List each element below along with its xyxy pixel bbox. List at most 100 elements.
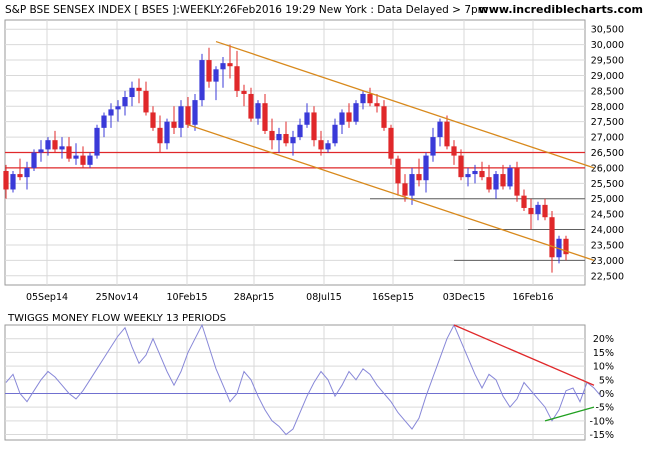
y-tick-labels: 30,500 30,000 29,500 29,000 28,500 28,000 27,5… (591, 25, 624, 283)
price-y-tick-label: 29,500 (591, 56, 624, 67)
candle-body (262, 103, 268, 131)
candle-body (479, 170, 485, 178)
money-flow-series (5, 323, 602, 436)
x-tick-label: 16Sep15 (372, 292, 414, 303)
lower-trendline (187, 124, 595, 261)
candle-body (45, 140, 51, 150)
candle-body (31, 152, 37, 168)
candle-body (241, 90, 247, 94)
upper-trendline (215, 40, 595, 169)
candle-body (304, 112, 310, 125)
indicator-y-tick-label: -15% (589, 430, 614, 441)
x-tick-labels: 05Sep14 25Nov14 10Feb15 28Apr15 08Jul15 16Sep… (26, 292, 554, 303)
candle-body (171, 121, 177, 128)
candle-body (227, 63, 233, 67)
x-tick-label: 05Sep14 (26, 292, 68, 303)
candle-body (290, 137, 296, 144)
candle-body (101, 115, 107, 128)
candle-body (332, 124, 338, 144)
candle-body (73, 155, 79, 159)
candle-body (136, 87, 142, 91)
candle-body (346, 112, 352, 122)
candle-body (374, 103, 380, 107)
site-link[interactable]: www.incrediblecharts.com (479, 3, 643, 16)
indicator-y-tick-label: 5% (599, 375, 614, 386)
trendlines (187, 40, 595, 261)
candle-body (269, 130, 275, 141)
x-tick-label: 25Nov14 (96, 292, 139, 303)
candle-body (409, 174, 415, 196)
candle-body (24, 167, 30, 178)
candle-body (66, 146, 72, 159)
price-y-tick-label: 30,500 (591, 25, 624, 36)
candle-body (437, 121, 443, 138)
indicator-up-trendline (544, 406, 595, 422)
price-y-tick-label: 27,000 (591, 133, 624, 144)
candle-body (38, 149, 44, 153)
indicator-title: TWIGGS MONEY FLOW WEEKLY 13 PERIODS (7, 313, 226, 324)
candle-body (59, 146, 65, 150)
x-tick-label: 10Feb15 (167, 292, 208, 303)
candle-body (129, 87, 135, 98)
candle-body (248, 93, 254, 119)
candle-body (150, 112, 156, 128)
indicator-down-trendline (453, 324, 595, 386)
candle-body (206, 60, 212, 82)
price-y-tick-label: 24,000 (591, 225, 624, 236)
candle-body (563, 238, 569, 255)
candle-body (507, 167, 513, 187)
candle-body (535, 204, 541, 215)
candle-body (486, 177, 492, 190)
candle-body (255, 103, 261, 119)
candle-body (318, 140, 324, 150)
candle-body (234, 66, 240, 91)
indicator-y-tick-label: -5% (596, 403, 615, 414)
price-y-tick-label: 23,500 (591, 240, 624, 251)
candle-body (220, 63, 226, 70)
horizontal-levels (5, 151, 585, 261)
x-tick-label: 28Apr15 (234, 292, 275, 303)
candle-body (444, 121, 450, 147)
candle-body (185, 106, 191, 125)
candle-body (367, 93, 373, 104)
price-y-tick-label: 23,000 (591, 256, 624, 267)
candle-body (213, 69, 219, 82)
candle-body (339, 112, 345, 125)
candle-body (143, 90, 149, 113)
candle-body (17, 174, 23, 178)
candle-body (94, 127, 100, 156)
price-y-tick-label: 28,500 (591, 86, 624, 97)
price-y-tick-label: 25,500 (591, 179, 624, 190)
candle-body (430, 137, 436, 156)
candle-body (395, 158, 401, 184)
candle-body (10, 174, 16, 190)
price-y-tick-label: 28,000 (591, 102, 624, 113)
candle-body (423, 155, 429, 181)
price-y-tick-label: 24,500 (591, 210, 624, 221)
price-y-tick-label: 30,000 (591, 40, 624, 51)
candle-body (521, 195, 527, 208)
candle-body (353, 103, 359, 122)
chart-title: S&P BSE SENSEX INDEX [ BSES ]:WEEKLY:26F… (5, 4, 488, 16)
candles (3, 44, 569, 273)
indicator-trendlines (453, 324, 595, 422)
price-y-tick-label: 26,500 (591, 148, 624, 159)
candle-body (493, 174, 499, 190)
price-y-tick-label: 22,500 (591, 271, 624, 282)
candle-body (192, 100, 198, 125)
indicator-y-tick-label: 0% (599, 389, 614, 400)
candle-body (311, 112, 317, 141)
candle-body (542, 204, 548, 218)
candle-body (199, 60, 205, 101)
indicator-y-tick-labels: 20% 15% 10% 5% 0% -5% -10% -15% (589, 334, 614, 441)
candle-body (297, 124, 303, 138)
candle-body (108, 109, 114, 116)
price-y-tick-label: 29,000 (591, 71, 624, 82)
x-tick-label: 03Dec15 (443, 292, 486, 303)
x-tick-label: 08Jul15 (306, 292, 342, 303)
candle-body (52, 140, 58, 150)
money-flow-line (5, 323, 602, 436)
price-y-tick-label: 25,000 (591, 194, 624, 205)
